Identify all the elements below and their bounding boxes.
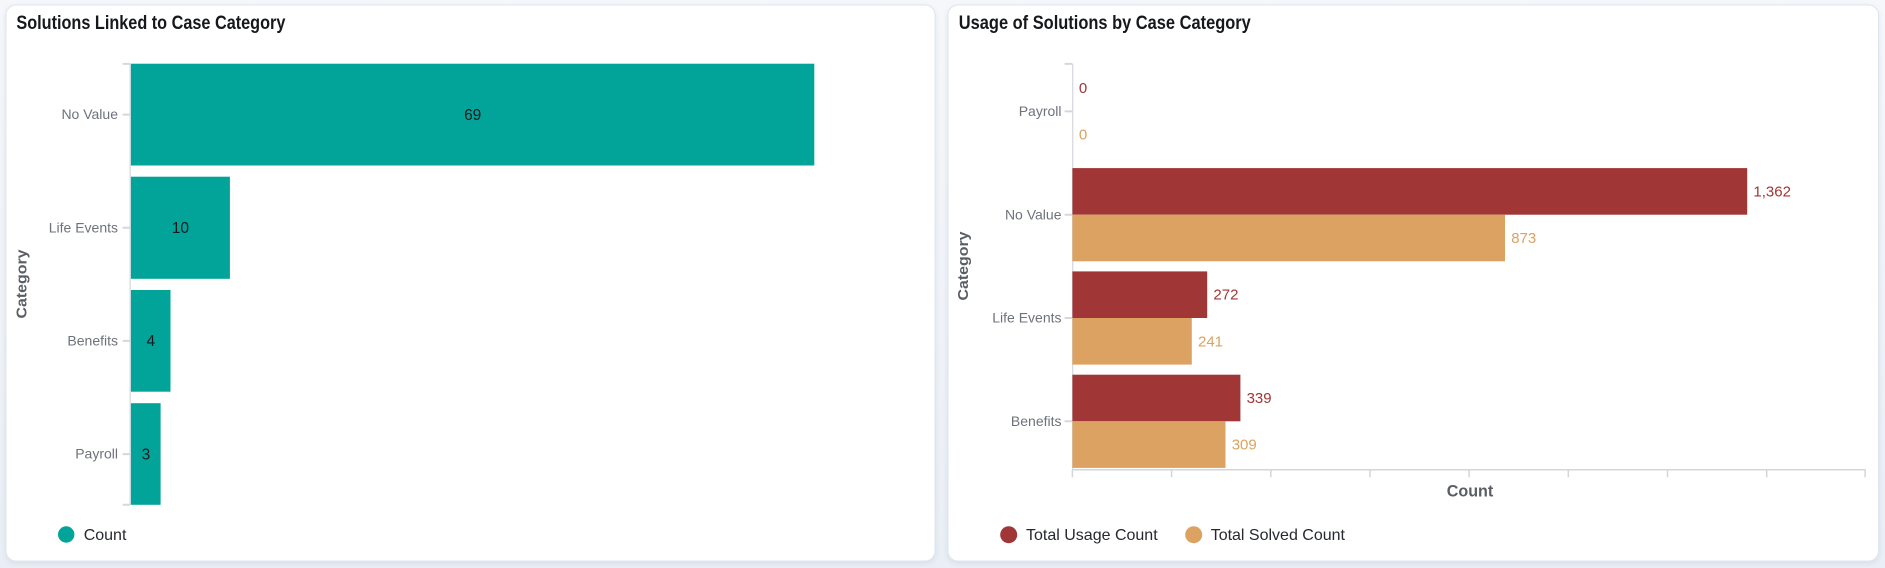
svg-text:69: 69 — [464, 107, 481, 124]
svg-text:No Value: No Value — [61, 106, 118, 122]
svg-text:Payroll: Payroll — [1019, 103, 1062, 119]
svg-text:0: 0 — [1079, 127, 1087, 144]
svg-text:Total Solved Count: Total Solved Count — [1211, 527, 1346, 544]
svg-text:873: 873 — [1511, 230, 1536, 247]
svg-text:Life Events: Life Events — [49, 219, 118, 235]
svg-text:Usage of Solutions by Case Cat: Usage of Solutions by Case Category — [959, 13, 1251, 34]
svg-text:10: 10 — [172, 220, 190, 237]
svg-text:Benefits: Benefits — [67, 333, 118, 349]
svg-text:No Value: No Value — [1005, 206, 1062, 222]
svg-text:1,362: 1,362 — [1753, 183, 1791, 200]
svg-text:Life Events: Life Events — [992, 310, 1061, 326]
svg-text:Total Usage Count: Total Usage Count — [1026, 527, 1158, 544]
svg-text:3: 3 — [142, 446, 151, 463]
svg-text:Category: Category — [14, 249, 31, 319]
svg-text:272: 272 — [1213, 287, 1238, 304]
svg-text:Category: Category — [955, 231, 972, 301]
svg-text:241: 241 — [1198, 333, 1223, 350]
svg-text:339: 339 — [1247, 390, 1272, 407]
svg-text:Payroll: Payroll — [75, 446, 118, 462]
svg-text:Benefits: Benefits — [1011, 413, 1062, 429]
svg-text:Count: Count — [1447, 482, 1494, 500]
svg-text:4: 4 — [146, 333, 155, 350]
svg-text:Count: Count — [84, 527, 127, 544]
svg-text:Solutions Linked to Case Categ: Solutions Linked to Case Category — [16, 13, 285, 34]
svg-text:0: 0 — [1079, 80, 1087, 97]
svg-text:309: 309 — [1232, 437, 1257, 454]
